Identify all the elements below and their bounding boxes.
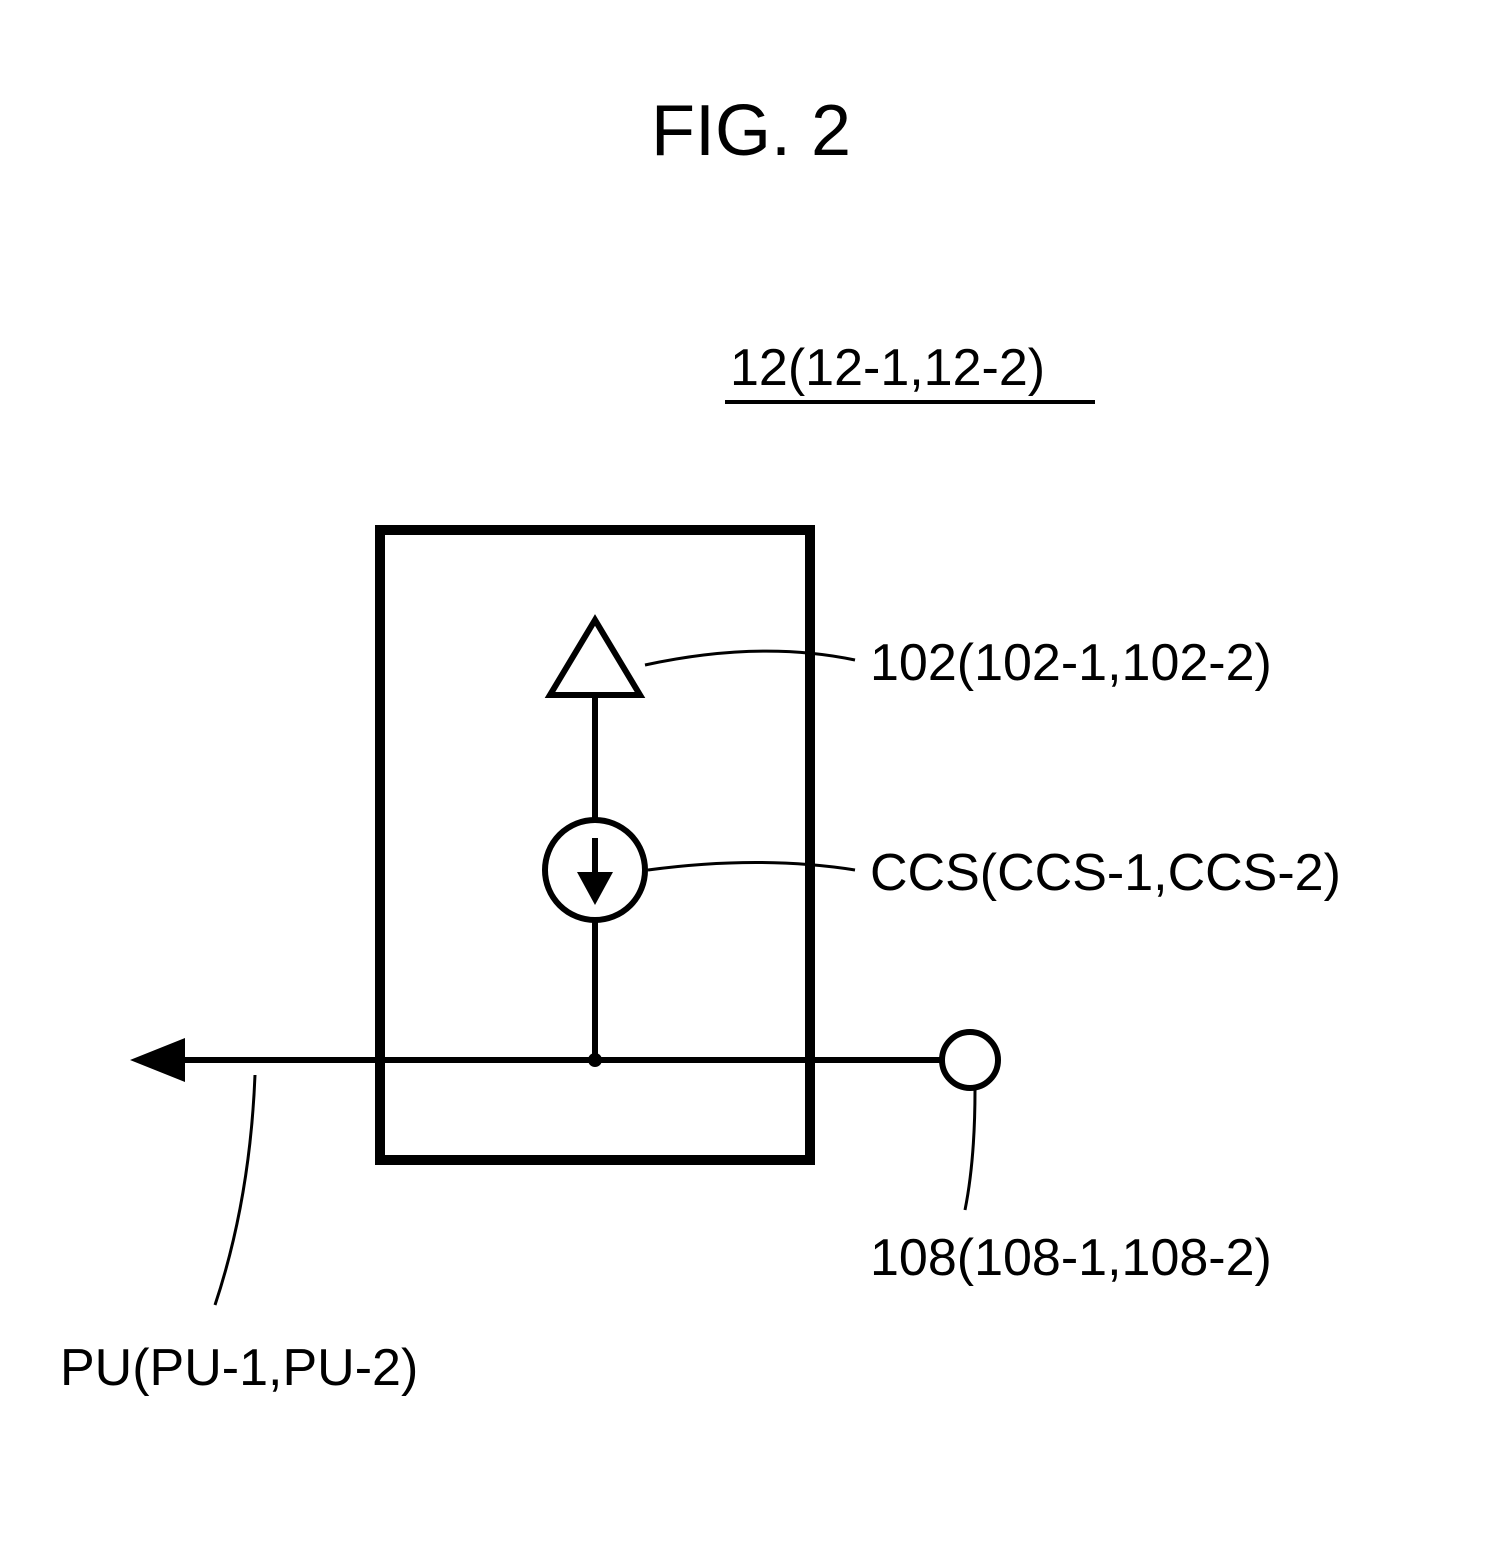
leader-ccs (648, 863, 855, 871)
terminal-circle (942, 1032, 998, 1088)
pu-label: PU(PU-1,PU-2) (60, 1339, 418, 1397)
ccs-label: CCS(CCS-1,CCS-2) (870, 844, 1341, 902)
figure-title: FIG. 2 (651, 91, 851, 171)
triangle-label: 102(102-1,102-2) (870, 634, 1272, 692)
leader-triangle (645, 651, 855, 665)
assembly-label: 12(12-1,12-2) (730, 339, 1045, 397)
terminal-label: 108(108-1,108-2) (870, 1229, 1272, 1287)
leader-pu (215, 1075, 255, 1305)
leader-terminal (965, 1090, 975, 1210)
triangle-icon (550, 620, 640, 695)
output-arrowhead-icon (130, 1038, 185, 1082)
